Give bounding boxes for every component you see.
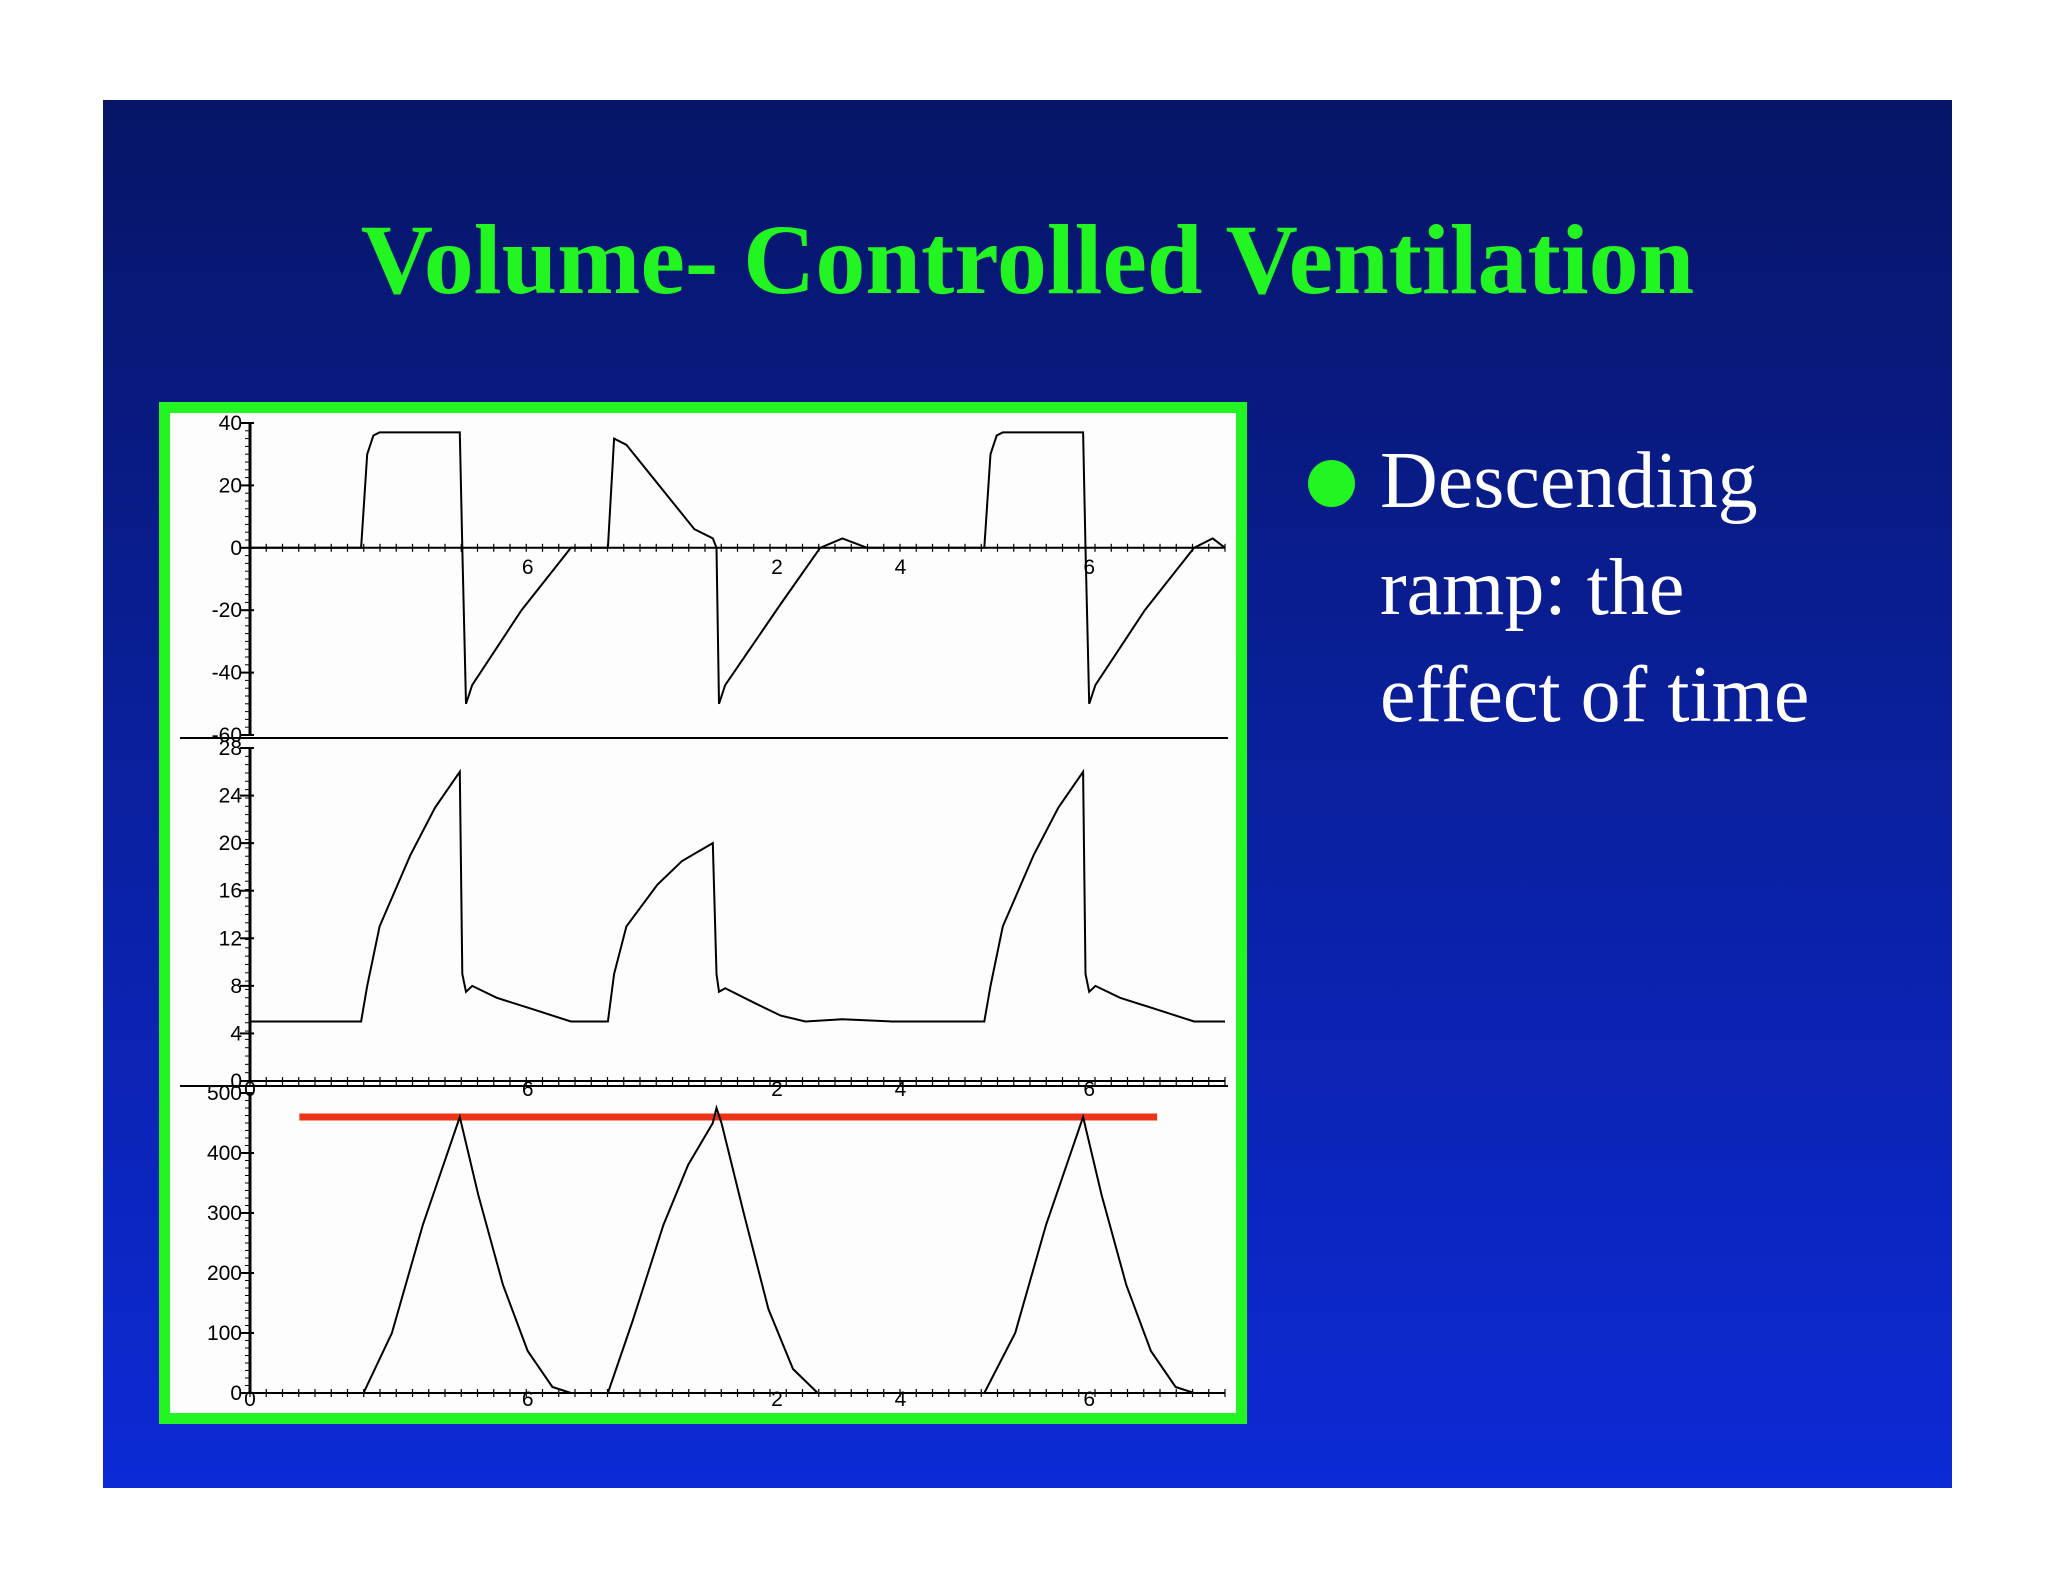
- chart-2-x-tick-label: 0: [244, 1078, 256, 1101]
- bullet-text: Descending ramp: the effect of time: [1380, 428, 1900, 749]
- chart-2-y-tick-label: 8: [230, 975, 242, 998]
- chart-2-y-tick-label: 4: [230, 1022, 242, 1045]
- slide-background: Volume- Controlled Ventilation 40 20 0 -20-…: [103, 100, 1952, 1488]
- chart-1-series-line-1: [250, 431, 1226, 705]
- chart-3-y-tick-label: 300: [207, 1202, 242, 1225]
- chart-2-x-tick-label: 6: [522, 1078, 534, 1101]
- chart-1-y-tick-label: 40: [219, 413, 242, 435]
- chart-3-y-tick-label: 0: [230, 1382, 242, 1405]
- chart-3-y-tick-label: 500: [207, 1082, 242, 1105]
- chart-2-y-tick-label: 0: [230, 1070, 242, 1093]
- chart-1-x-tick-label: 4: [895, 556, 907, 579]
- chart-2-series-line-1: [250, 768, 1225, 1023]
- chart-2-x-tick-label: 4: [895, 1078, 907, 1101]
- chart-2-y-tick-label: 28: [219, 737, 242, 760]
- chart-3-x-tick-label: 2: [771, 1388, 783, 1411]
- chart-2-y-tick-label: 20: [219, 832, 242, 855]
- chart-2-y-tick-label: 24: [219, 785, 243, 808]
- chart-3-x-tick-label: 0: [244, 1388, 256, 1411]
- waveform-figure-frame: 40 20 0 -20 -40 -60 6 2 4 6 28 24 20 16 12 8 4 0 0 6 2 4 6 500 4…: [159, 402, 1247, 1424]
- chart-1-y-tick-label: 0: [230, 537, 242, 560]
- chart-3-x-tick-label: 4: [895, 1388, 907, 1411]
- chart-1-y-tick-label: -40: [212, 662, 242, 685]
- chart-2-y-tick-label: 16: [219, 880, 242, 903]
- bullet-line-3: effect of time: [1380, 651, 1810, 739]
- bullet-dot-icon: [1308, 460, 1355, 507]
- chart-2-x-tick-label: 2: [771, 1078, 783, 1101]
- chart-1-y-tick-label: -20: [212, 599, 242, 622]
- chart-1-y-tick-label: -60: [212, 724, 242, 747]
- bullet-line-2: ramp: the: [1380, 544, 1685, 632]
- chart-3-y-tick-label: 200: [207, 1262, 242, 1285]
- chart-1-y-tick-label: 20: [219, 474, 242, 497]
- chart-3-series-line-1: [250, 1104, 1225, 1394]
- bullet-line-1: Descending: [1380, 437, 1758, 525]
- slide-title: Volume- Controlled Ventilation: [360, 204, 1695, 315]
- chart-1-x-tick-label: 2: [771, 556, 783, 579]
- chart-3-y-tick-label: 400: [207, 1142, 242, 1165]
- chart-3-y-tick-label: 100: [207, 1322, 242, 1345]
- chart-3-x-tick-label: 6: [522, 1388, 534, 1411]
- chart-2-y-tick-label: 12: [219, 927, 242, 950]
- chart-3-x-tick-label: 6: [1083, 1388, 1095, 1411]
- chart-1-x-tick-label: 6: [522, 556, 534, 579]
- chart-1-x-tick-label: 6: [1083, 556, 1095, 579]
- chart-2-x-tick-label: 6: [1083, 1078, 1095, 1101]
